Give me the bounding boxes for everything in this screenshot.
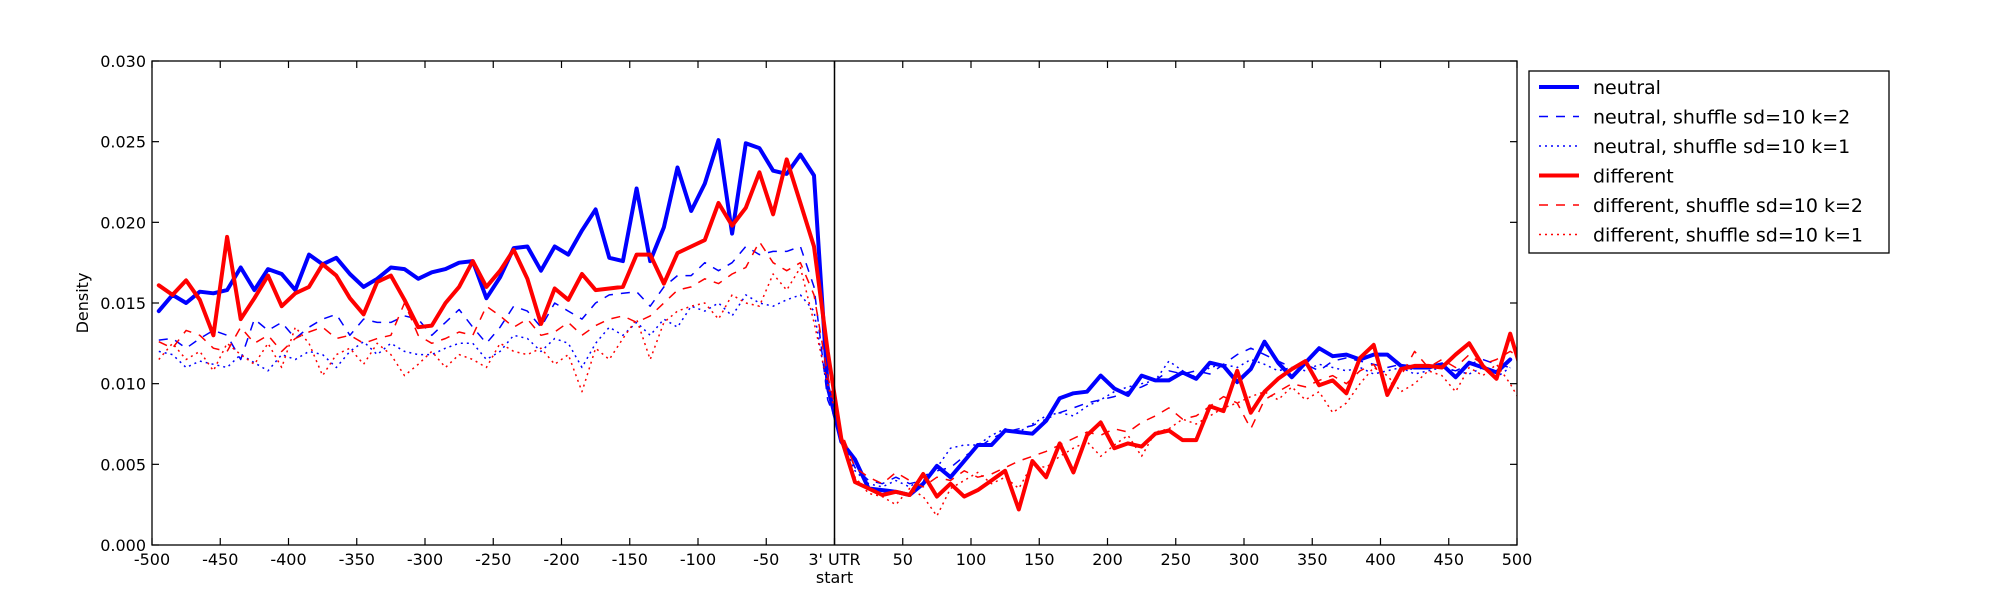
legend-label: different: [1593, 166, 1674, 188]
x-tick-label: -250: [475, 550, 511, 569]
x-tick-label: -500: [134, 550, 170, 569]
x-tick-label: 100: [956, 550, 987, 569]
y-axis: 0.000 0.005 0.010 0.015 0.020 0.025 0.030: [100, 52, 1517, 555]
y-tick-label: 0.000: [100, 536, 146, 555]
plot-area: [156, 138, 1517, 517]
y-tick-label: 0.030: [100, 52, 146, 71]
y-tick-label: 0.010: [100, 375, 146, 394]
x-axis: -500 -450 -400 -350 -300 -250 -200 -150 -100 -50 3…: [134, 61, 1532, 587]
x-tick-label: 50: [893, 550, 913, 569]
x-tick-label: -350: [339, 550, 375, 569]
x-tick-label: 250: [1160, 550, 1191, 569]
series-line-4: [158, 240, 1517, 488]
x-tick-label: -200: [543, 550, 579, 569]
x-tick-label: -50: [753, 550, 779, 569]
x-tick-label: 350: [1297, 550, 1328, 569]
legend-label: different, shuffle sd=10 k=1: [1593, 225, 1863, 247]
x-tick-label: -450: [202, 550, 238, 569]
x-tick-label: -400: [270, 550, 306, 569]
x-tick-label: 450: [1433, 550, 1464, 569]
legend-label: neutral, shuffle sd=10 k=2: [1593, 107, 1850, 129]
legend-label: neutral: [1593, 77, 1661, 99]
y-tick-label: 0.025: [100, 133, 146, 152]
x-tick-label: -300: [407, 550, 443, 569]
x-tick-label: -100: [680, 550, 716, 569]
legend-label: neutral, shuffle sd=10 k=1: [1593, 136, 1850, 158]
y-tick-label: 0.020: [100, 213, 146, 232]
x-tick-label: 150: [1024, 550, 1055, 569]
legend-box: [1528, 70, 1890, 254]
x-tick-label: 300: [1229, 550, 1260, 569]
y-axis-label: Density: [73, 273, 92, 334]
x-tick-label: 200: [1092, 550, 1123, 569]
x-tick-sublabel: start: [816, 568, 853, 587]
x-tick-label: -150: [612, 550, 648, 569]
series-line-5: [158, 266, 1517, 517]
legend-label: different, shuffle sd=10 k=2: [1593, 195, 1863, 217]
series-line-3: [156, 157, 1517, 512]
y-tick-label: 0.005: [100, 455, 146, 474]
y-tick-label: 0.015: [100, 294, 146, 313]
x-tick-label: 400: [1365, 550, 1396, 569]
x-tick-label: 500: [1502, 550, 1533, 569]
legend: neutral neutral, shuffle sd=10 k=2 neutral…: [1528, 70, 1890, 254]
x-tick-label: 3' UTR: [808, 550, 860, 569]
